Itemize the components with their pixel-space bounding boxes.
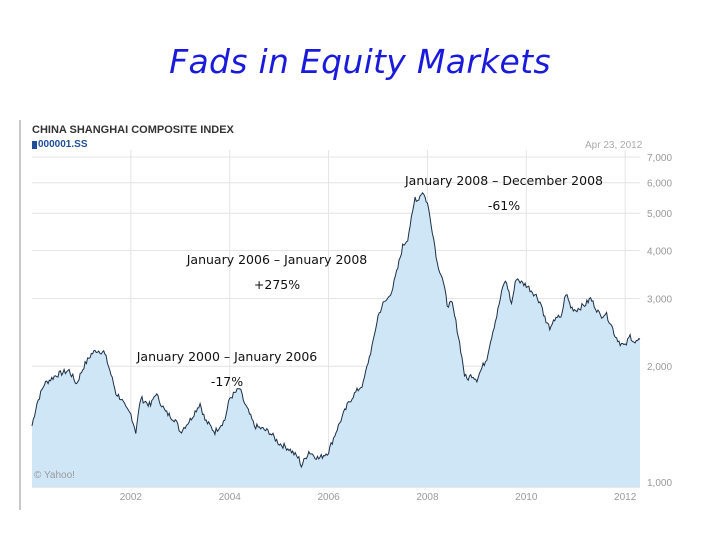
annotation-2000-change: -17% bbox=[210, 374, 244, 389]
annotation-2008-period: January 2008 – December 2008 bbox=[405, 173, 603, 188]
annotation-2000: January 2000 – January 2006 -17% bbox=[112, 344, 342, 394]
y-tick-label: 5,000 bbox=[647, 209, 672, 220]
y-tick-label: 6,000 bbox=[647, 179, 672, 190]
tick-layer: 7,000 6,000 5,000 4,000 3,000 2,000 1,000 2002 2… bbox=[120, 153, 673, 503]
y-tick-label: 1,000 bbox=[647, 478, 672, 489]
ticker-swatch bbox=[32, 140, 37, 149]
annotation-2008: January 2008 – December 2008 -61% bbox=[380, 168, 628, 218]
y-tick-label: 2,000 bbox=[647, 362, 672, 373]
x-tick-label: 2012 bbox=[614, 492, 637, 503]
annotation-2006-period: January 2006 – January 2008 bbox=[186, 252, 368, 267]
chart-title: CHINA SHANGHAI COMPOSITE INDEX bbox=[32, 124, 234, 136]
y-tick-label: 4,000 bbox=[647, 246, 672, 257]
x-tick-label: 2006 bbox=[317, 492, 340, 503]
slide-title: Fads in Equity Markets bbox=[169, 42, 551, 81]
y-tick-label: 7,000 bbox=[647, 153, 672, 164]
x-tick-label: 2002 bbox=[120, 492, 143, 503]
x-tick-label: 2008 bbox=[416, 492, 439, 503]
series-line bbox=[31, 191, 641, 469]
chart-frame-line bbox=[19, 120, 21, 510]
annotation-2000-period: January 2000 – January 2006 bbox=[136, 349, 318, 364]
annotation-2006-change: +275% bbox=[253, 277, 301, 292]
ticker-label[interactable]: 000001.SS bbox=[32, 139, 88, 150]
annotation-2006: January 2006 – January 2008 +275% bbox=[164, 247, 390, 297]
x-tick-label: 2004 bbox=[219, 492, 242, 503]
series-area bbox=[32, 192, 640, 488]
source-watermark: © Yahoo! bbox=[34, 470, 75, 481]
annotation-2008-change: -61% bbox=[487, 198, 521, 213]
x-tick-label: 2010 bbox=[515, 492, 538, 503]
ticker-text: 000001.SS bbox=[38, 139, 88, 150]
y-tick-label: 3,000 bbox=[647, 295, 672, 306]
chart-date: Apr 23, 2012 bbox=[585, 140, 643, 151]
